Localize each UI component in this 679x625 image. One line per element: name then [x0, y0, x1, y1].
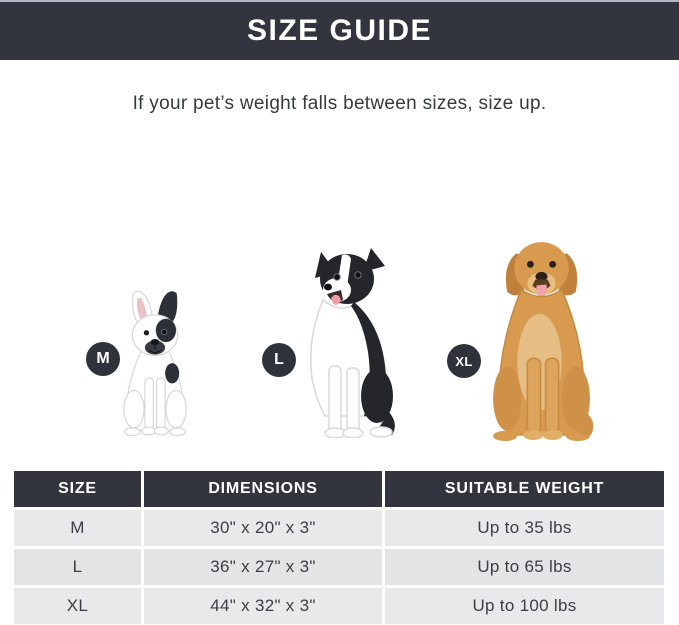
cell-weight-xl: Up to 100 lbs — [385, 588, 664, 624]
size-badge-m: M — [86, 342, 120, 376]
column-header-suitable-weight: SUITABLE WEIGHT — [385, 471, 664, 507]
cell-dimensions-xl: 44" x 32" x 3" — [144, 588, 382, 624]
golden-retriever-image — [493, 242, 594, 441]
dog-comparison-area: If your pet’s weight falls between sizes… — [0, 60, 679, 471]
border-collie-image — [310, 248, 395, 438]
cell-weight-l: Up to 65 lbs — [385, 549, 664, 585]
size-badge-l: L — [262, 343, 296, 377]
page-title: SIZE GUIDE — [246, 14, 433, 47]
cell-size-l: L — [14, 549, 141, 585]
cell-dimensions-m: 30" x 20" x 3" — [144, 510, 382, 546]
size-badge-xl: XL — [447, 344, 481, 378]
column-header-dimensions: DIMENSIONS — [144, 471, 382, 507]
cell-size-m: M — [14, 510, 141, 546]
subtitle: If your pet’s weight falls between sizes… — [132, 93, 547, 114]
cell-weight-m: Up to 35 lbs — [385, 510, 664, 546]
size-table: SIZE DIMENSIONS SUITABLE WEIGHT M 30" x … — [14, 471, 664, 624]
cell-dimensions-l: 36" x 27" x 3" — [144, 549, 382, 585]
french-bulldog-image — [123, 290, 187, 437]
cell-size-xl: XL — [14, 588, 141, 624]
column-header-size: SIZE — [14, 471, 141, 507]
header-bar: SIZE GUIDE — [0, 0, 679, 60]
